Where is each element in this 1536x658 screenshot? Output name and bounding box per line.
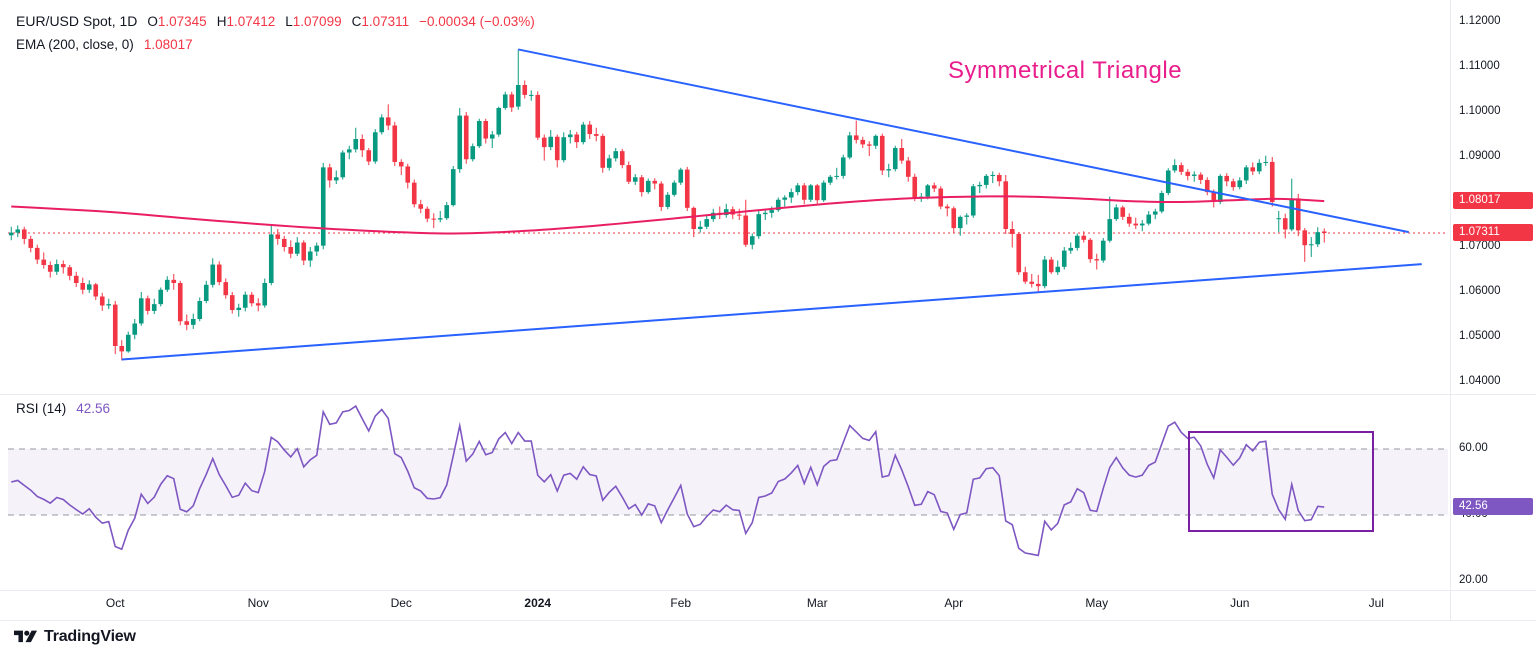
time-axis-label: Jun [1230, 596, 1250, 610]
rsi-highlight-box[interactable] [1187, 430, 1374, 533]
high-value: 1.07412 [226, 14, 276, 29]
price-axis-label: 1.10000 [1459, 105, 1501, 117]
price-axis-label: 1.11000 [1459, 60, 1500, 72]
low-value: 1.07099 [292, 14, 342, 29]
open-token: O 1.07345 [147, 14, 206, 29]
price-axis-label: 1.04000 [1459, 375, 1501, 387]
ema-label: EMA (200, close, 0) [16, 37, 134, 52]
price-axis-label: 1.12000 [1459, 15, 1501, 27]
close-value: 1.07311 [361, 14, 410, 29]
time-axis-label: Mar [806, 596, 828, 610]
price-axis-label: 1.06000 [1459, 285, 1501, 297]
ema-value: 1.08017 [143, 37, 193, 52]
time-axis-label: Feb [670, 596, 692, 610]
tradingview-attribution[interactable]: TradingView [14, 628, 136, 646]
ema-price-badge: 1.08017 [1453, 192, 1533, 210]
time-axis-label: Apr [944, 596, 964, 610]
rsi-axis-label: 60.00 [1459, 442, 1488, 454]
low-label: L [285, 14, 293, 29]
time-axis-label: 2024 [524, 596, 552, 610]
high-token: H 1.07412 [217, 14, 276, 29]
change-value: −0.00034 (−0.03%) [419, 14, 535, 29]
last-price-badge: 1.07311 [1453, 224, 1533, 241]
close-token: C 1.07311 [352, 14, 410, 29]
ema-legend-row[interactable]: EMA (200, close, 0) 1.08017 [16, 37, 193, 52]
time-axis-label: Dec [390, 596, 412, 610]
rsi-label: RSI (14) [16, 401, 67, 416]
time-axis-divider [0, 590, 1536, 591]
pane-divider[interactable] [0, 394, 1536, 395]
time-axis-label: May [1085, 596, 1109, 610]
time-axis-label: Nov [247, 596, 269, 610]
high-label: H [216, 14, 227, 29]
price-axis-label: 1.07000 [1459, 240, 1501, 252]
tradingview-logo-icon [14, 630, 37, 643]
price-axis[interactable]: 1.08017 1.07311 42.56 1.12000 1.11000 1.10… [1450, 0, 1536, 620]
close-label: C [351, 14, 362, 29]
open-value: 1.07345 [157, 14, 207, 29]
open-label: O [147, 14, 158, 29]
price-axis-label: 1.09000 [1459, 150, 1501, 162]
time-axis-label: Jul [1368, 596, 1384, 610]
rsi-legend-row[interactable]: RSI (14) 42.56 [16, 401, 110, 416]
rsi-axis-label: 20.00 [1459, 574, 1488, 586]
tradingview-wordmark: TradingView [44, 628, 136, 645]
rsi-value-badge: 42.56 [1453, 497, 1533, 515]
time-axis-label: Oct [105, 596, 125, 610]
low-token: L 1.07099 [285, 14, 341, 29]
symmetrical-triangle-label[interactable]: Symmetrical Triangle [948, 57, 1183, 84]
chart-bottom-border [0, 620, 1536, 621]
symbol-legend-row[interactable]: EUR/USD Spot, 1D O 1.07345 H 1.07412 L 1.07… [16, 13, 535, 29]
rsi-value: 42.56 [76, 401, 111, 416]
time-axis[interactable]: Oct Nov Dec 2024 Feb Mar Apr May Jun Jul [0, 590, 1450, 620]
price-axis-label: 1.05000 [1459, 330, 1501, 342]
symbol-title[interactable]: EUR/USD Spot, 1D [16, 13, 138, 29]
